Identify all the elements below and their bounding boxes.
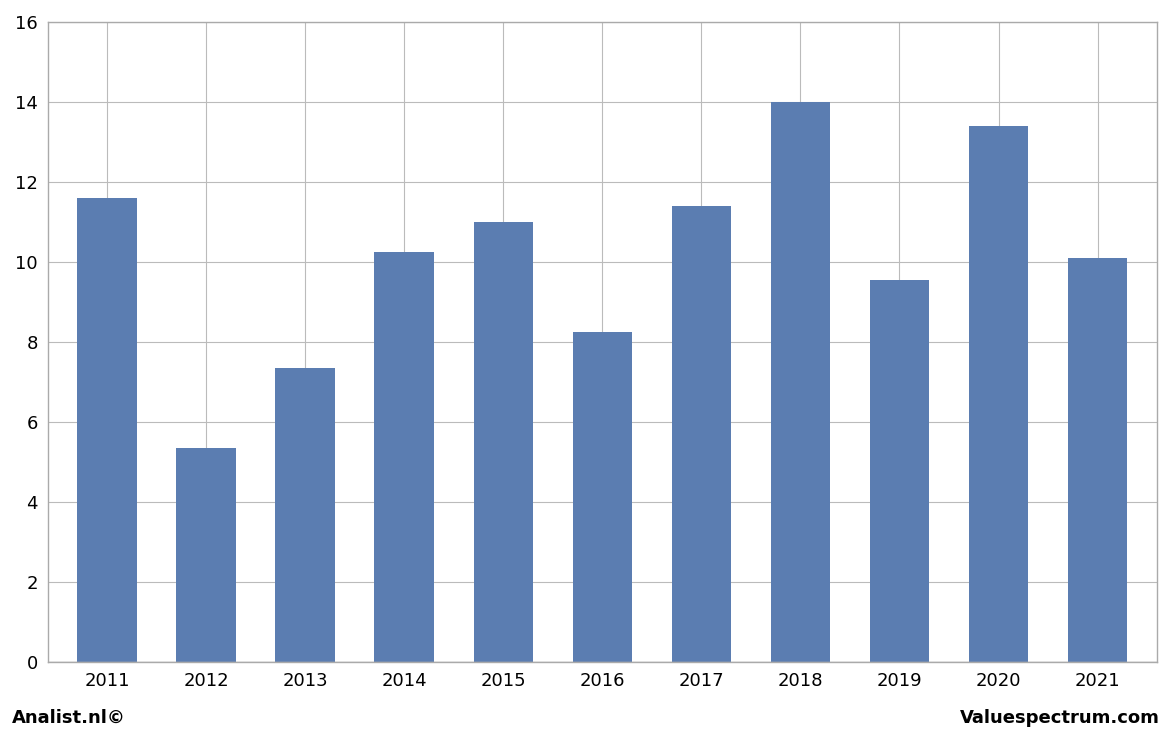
Bar (275, 368, 335, 662)
Bar (771, 102, 830, 662)
Bar (672, 206, 731, 662)
Bar (375, 252, 434, 662)
Bar (176, 448, 236, 662)
Bar (573, 332, 632, 662)
Text: Analist.nl©: Analist.nl© (12, 708, 125, 727)
Bar (77, 198, 137, 662)
Bar (969, 126, 1028, 662)
Bar (473, 222, 533, 662)
Bar (870, 280, 929, 662)
Text: Valuespectrum.com: Valuespectrum.com (960, 708, 1160, 727)
Bar (1068, 258, 1127, 662)
